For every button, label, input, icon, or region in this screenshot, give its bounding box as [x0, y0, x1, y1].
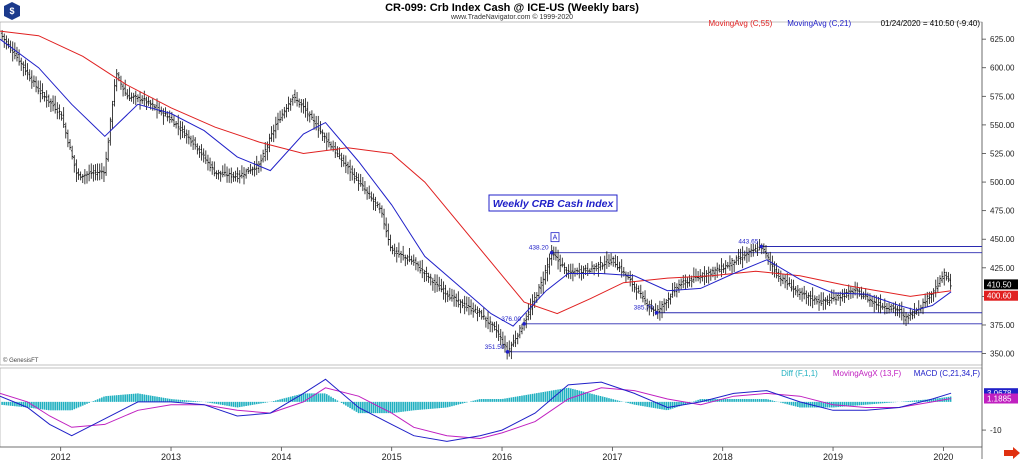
y-tick-label: 375.00 [990, 321, 1015, 330]
y-tick-label: 625.00 [990, 35, 1015, 44]
indicator-legend-item: MACD (C,21,34,F) [914, 369, 981, 378]
chart-title: CR-099: Crb Index Cash @ ICE-US (Weekly … [385, 2, 639, 14]
y-tick-label: 475.00 [990, 207, 1015, 216]
x-tick-label: 2020 [933, 452, 953, 462]
x-tick-label: 2014 [271, 452, 291, 462]
x-tick-label: 2016 [492, 452, 512, 462]
scroll-right-arrow-icon[interactable] [1004, 447, 1020, 459]
y-tick-label: 575.00 [990, 92, 1015, 101]
annotation-dot [654, 310, 659, 315]
y-tick-label: 350.00 [990, 350, 1015, 359]
x-tick-label: 2012 [51, 452, 71, 462]
annotation-label: 376.00 [501, 316, 521, 323]
chart-title: Weekly CRB Cash Index [493, 198, 615, 210]
moving-avg-21-line [0, 38, 952, 327]
indicator-last-value-box [984, 388, 1018, 399]
indicator-pane-frame [0, 367, 983, 448]
signal-line [0, 387, 952, 440]
annotation-label: 443.65 [738, 238, 758, 245]
legend-item: MovingAvg (C,21) [787, 19, 851, 28]
svg-text:$: $ [9, 6, 14, 16]
y-tick-label: 500.00 [990, 178, 1015, 187]
marker-box [550, 232, 560, 243]
annotation-label: 438.20 [529, 245, 549, 252]
annotation-dot [759, 244, 764, 249]
watermark: © GenesisFT [3, 357, 39, 364]
y-tick-label: 550.00 [990, 121, 1015, 130]
indicator-legend-item: Diff (F,1,1) [781, 369, 818, 378]
x-tick-label: 2017 [602, 452, 622, 462]
app-logo: $ [4, 2, 20, 20]
legend-item: MovingAvg (C,55) [708, 19, 772, 28]
marker-label: A [553, 235, 558, 242]
y-tick-label: 425.00 [990, 264, 1015, 273]
moving-avg-55-line [0, 30, 952, 315]
indicator-y-tick-label: -10 [990, 426, 1002, 435]
y-tick-label: 525.00 [990, 149, 1015, 158]
annotation-label: 351.50 [485, 344, 505, 351]
indicator-legend-item: MovingAvgX (13,F) [833, 369, 902, 378]
legend-item: 01/24/2020 = 410.50 (-9.40) [881, 19, 981, 28]
macd-line [0, 378, 952, 442]
last-value-box [984, 290, 1018, 301]
x-tick-label: 2015 [382, 452, 402, 462]
annotation-label: 385.70 [634, 305, 654, 312]
last-value-label: 400.60 [987, 292, 1012, 301]
last-value-label: 410.50 [987, 280, 1012, 289]
indicator-last-value-label: 1.1885 [987, 395, 1012, 404]
annotation-dot [505, 350, 510, 354]
x-tick-label: 2019 [823, 452, 843, 462]
annotation-dot [522, 322, 526, 326]
chart-title-box [488, 194, 618, 212]
x-tick-label: 2018 [713, 452, 733, 462]
last-value-box [984, 279, 1018, 290]
x-tick-label: 2013 [161, 452, 181, 462]
copyright-text: www.TradeNavigator.com © 1999-2020 [450, 14, 573, 21]
y-tick-label: 450.00 [990, 235, 1015, 244]
annotation-dot [549, 250, 554, 255]
indicator-last-value-box [984, 393, 1018, 404]
y-tick-label: 600.00 [990, 64, 1015, 73]
